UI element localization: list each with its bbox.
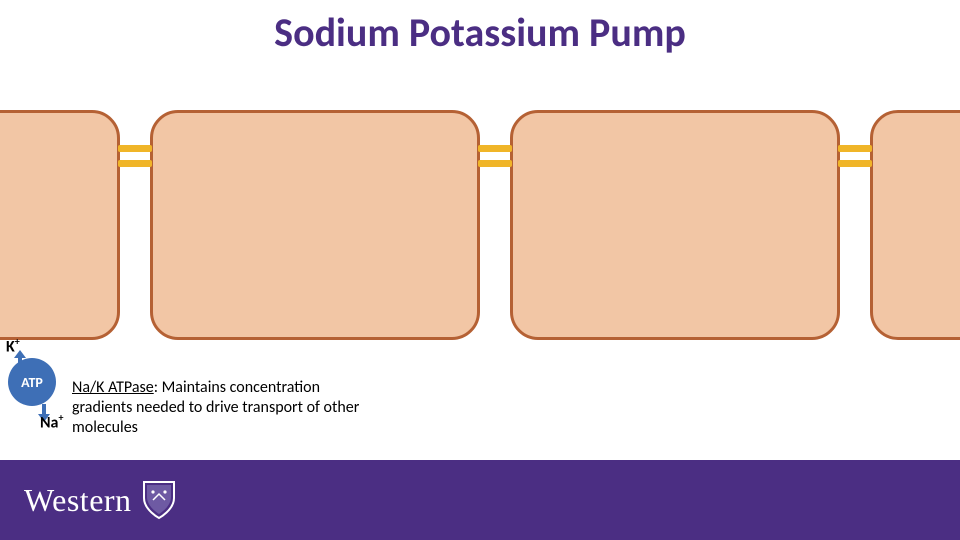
atp-description: Na/K ATPase: Maintains concentration gra… — [72, 378, 372, 438]
k-charge: + — [15, 335, 20, 348]
slide-title: Sodium Potassium Pump — [0, 8, 960, 57]
atp-label: ATP — [21, 374, 43, 391]
tight-junction — [118, 145, 152, 167]
shield-icon — [142, 480, 176, 520]
cell — [0, 110, 120, 340]
atp-pump: ATP — [8, 358, 56, 406]
desc-term: Na/K ATPase — [72, 378, 154, 397]
na-ion-label: Na+ — [40, 411, 63, 432]
na-symbol: Na — [40, 413, 58, 432]
tight-junction — [478, 145, 512, 167]
cell-row — [0, 110, 960, 340]
tight-junction — [838, 145, 872, 167]
cell — [870, 110, 960, 340]
brand-text: Western — [24, 482, 132, 519]
footer-bar: Western — [0, 460, 960, 540]
cell — [150, 110, 480, 340]
na-charge: + — [58, 411, 63, 424]
brand-logo: Western — [24, 480, 176, 520]
cell — [510, 110, 840, 340]
